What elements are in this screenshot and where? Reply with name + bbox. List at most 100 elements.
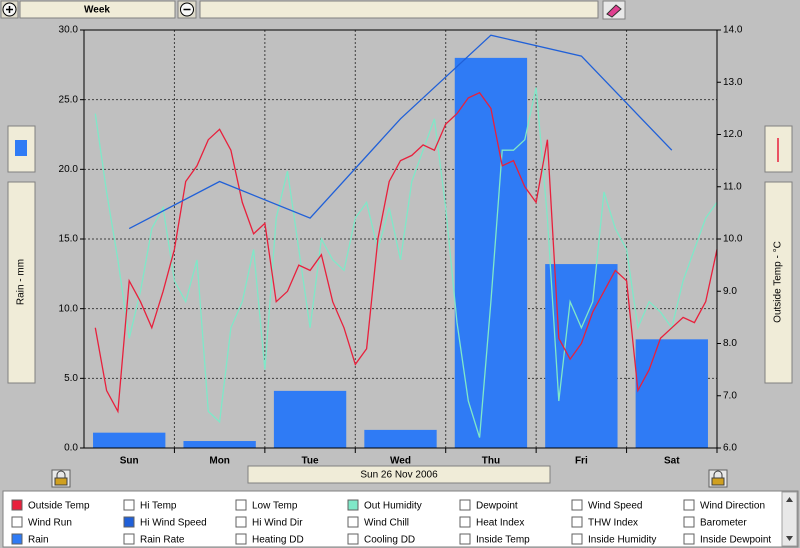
y2-tick-label: 9.0 (723, 286, 737, 297)
legend-label: Barometer (700, 518, 747, 529)
period-label: Week (84, 5, 110, 16)
y-tick-label: 20.0 (59, 164, 79, 175)
y2-tick-label: 8.0 (723, 338, 737, 349)
legend-checkbox[interactable] (11, 499, 23, 511)
y-tick-label: 15.0 (59, 234, 79, 245)
zoom-in[interactable] (0, 0, 19, 19)
y-tick-label: 0.0 (64, 443, 78, 454)
y-tick-label: 10.0 (59, 303, 79, 314)
legend-checkbox[interactable] (683, 516, 695, 528)
y-tick-label: 5.0 (64, 373, 78, 384)
legend-label: Hi Wind Speed (140, 518, 207, 529)
legend-checkbox[interactable] (235, 533, 247, 545)
x-tick-label: Wed (390, 456, 411, 467)
legend-scrollbar[interactable] (781, 491, 798, 547)
y2-tick-label: 12.0 (723, 129, 743, 140)
legend-checkbox[interactable] (235, 499, 247, 511)
legend-label: Wind Speed (588, 501, 642, 512)
legend-label: THW Index (588, 518, 638, 529)
right-lock-body (711, 477, 725, 486)
x-tick-label: Sun (120, 456, 139, 467)
legend-label: Heat Index (476, 518, 524, 529)
legend-checkbox[interactable] (571, 516, 583, 528)
y-tick-label: 30.0 (59, 25, 79, 36)
date-box[interactable] (247, 465, 551, 484)
rain-bar (93, 432, 166, 448)
legend-checkbox[interactable] (123, 516, 135, 528)
left-axis-panel[interactable] (7, 181, 36, 384)
legend-checkbox[interactable] (347, 499, 359, 511)
right-lock[interactable] (708, 469, 728, 488)
x-tick-label: Mon (209, 456, 230, 467)
y2-tick-label: 14.0 (723, 25, 743, 36)
left-lock-shackle (56, 470, 66, 478)
x-tick-label: Fri (575, 456, 588, 467)
legend-label: Wind Chill (364, 518, 409, 529)
y2-tick-label: 6.0 (723, 443, 737, 454)
right-axis-label: Outside Temp - °C (773, 241, 784, 323)
legend-label: Wind Direction (700, 501, 765, 512)
rain-bar (364, 429, 437, 448)
series-line (128, 34, 673, 230)
legend-label: Wind Run (28, 518, 72, 529)
left-lock-body (54, 477, 68, 486)
series-line (94, 91, 718, 414)
legend-checkbox[interactable] (123, 499, 135, 511)
eraser-icon[interactable] (606, 4, 622, 18)
legend-label: Hi Temp (140, 501, 177, 512)
legend-checkbox[interactable] (571, 533, 583, 545)
legend-checkbox[interactable] (347, 533, 359, 545)
x-tick-label: Thu (482, 456, 500, 467)
zoom-out[interactable] (177, 0, 197, 19)
scroll-box[interactable] (199, 0, 599, 19)
series-line (94, 87, 718, 438)
rain-bar (273, 390, 347, 448)
y2-tick-label: 7.0 (723, 390, 737, 401)
legend-label: Outside Temp (28, 501, 90, 512)
left-series-swatch (15, 140, 27, 156)
legend-checkbox[interactable] (459, 533, 471, 545)
plot-frame (83, 29, 718, 449)
legend-label: Rain (28, 535, 49, 546)
y2-tick-label: 11.0 (723, 181, 742, 192)
legend-checkbox[interactable] (683, 533, 695, 545)
legend-panel (2, 490, 799, 548)
rain-bar (635, 339, 708, 448)
rain-bar (545, 264, 618, 448)
legend-checkbox[interactable] (347, 516, 359, 528)
left-lock[interactable] (51, 469, 71, 488)
legend-label: Inside Humidity (588, 535, 656, 546)
legend-checkbox[interactable] (235, 516, 247, 528)
zoom-in-plus[interactable] (6, 6, 13, 13)
legend-label: Cooling DD (364, 535, 415, 546)
legend-checkbox[interactable] (683, 499, 695, 511)
period-box[interactable] (19, 0, 176, 19)
rain-bar (183, 441, 256, 448)
y2-tick-label: 10.0 (723, 234, 743, 245)
right-axis-panel[interactable] (764, 181, 793, 384)
right-lock-shackle (713, 470, 723, 478)
left-axis-label: Rain - mm (16, 259, 27, 305)
rain-bar (454, 57, 528, 448)
legend-checkbox[interactable] (11, 533, 23, 545)
x-tick-label: Tue (302, 456, 319, 467)
legend-checkbox[interactable] (459, 516, 471, 528)
legend-label: Inside Temp (476, 535, 530, 546)
y-tick-label: 25.0 (59, 94, 79, 105)
legend-checkbox[interactable] (11, 516, 23, 528)
legend-label: Out Humidity (364, 501, 422, 512)
legend-label: Rain Rate (140, 535, 185, 546)
legend-label: Low Temp (252, 501, 298, 512)
legend-checkbox[interactable] (123, 533, 135, 545)
legend-checkbox[interactable] (459, 499, 471, 511)
date-label: Sun 26 Nov 2006 (360, 470, 438, 481)
legend-checkbox[interactable] (571, 499, 583, 511)
legend-label: Hi Wind Dir (252, 518, 303, 529)
legend-label: Heating DD (252, 535, 304, 546)
scroll-arrows[interactable] (786, 497, 793, 541)
eraser-button[interactable] (602, 0, 626, 20)
x-tick-label: Sat (664, 456, 680, 467)
legend-label: Dewpoint (476, 501, 518, 512)
y2-tick-label: 13.0 (723, 77, 743, 88)
